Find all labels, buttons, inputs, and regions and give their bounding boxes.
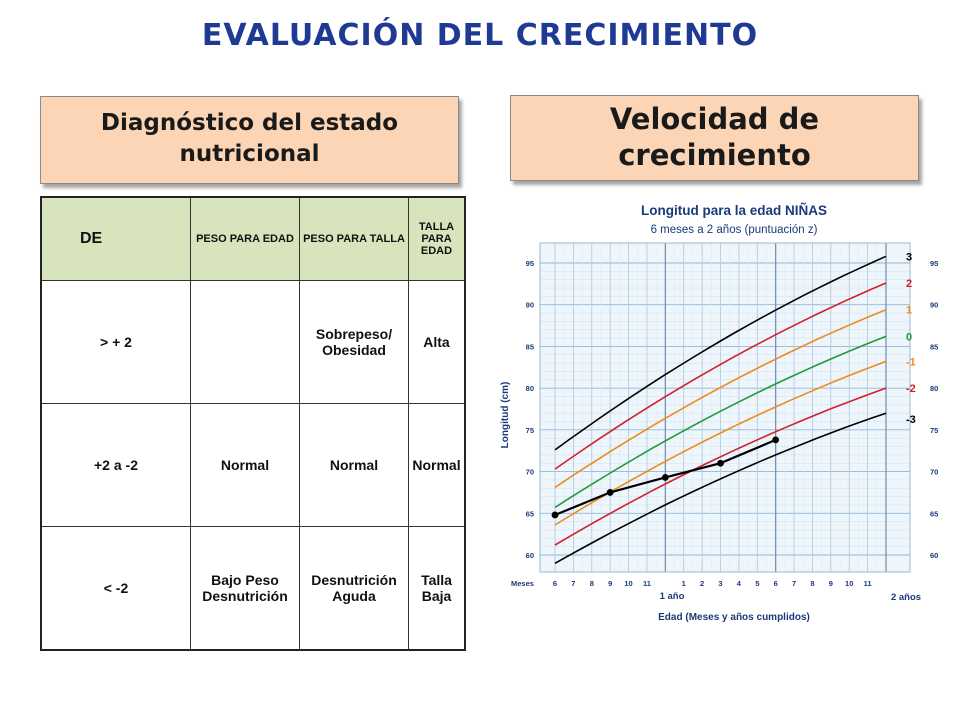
- table-cell-weight-for-height: Desnutrición Aguda: [299, 526, 409, 651]
- x-tick-label: 9: [829, 579, 833, 588]
- x-tick-label: 10: [624, 579, 632, 588]
- table-cell-weight-for-age: Normal: [190, 403, 300, 527]
- x-tick-label: 11: [864, 579, 872, 588]
- y-tick-label-right: 90: [930, 301, 938, 310]
- zscore-curve-3: [554, 255, 887, 451]
- growth-velocity-header-label: Velocidad de crecimiento: [609, 102, 820, 172]
- patient-point: [717, 459, 724, 467]
- growth-velocity-header: Velocidad de crecimiento: [510, 95, 919, 181]
- y-tick-label-left: 75: [526, 426, 534, 435]
- zscore-label: 2: [906, 278, 912, 290]
- page-title: EVALUACIÓN DEL CRECIMIENTO: [201, 18, 759, 53]
- table-cell-weight-for-height: Sobrepeso/ Obesidad: [299, 280, 409, 404]
- table-header-row: DE PESO PARA EDAD PESO PARA TALLA TALLA …: [40, 196, 466, 281]
- patient-growth-line: [551, 436, 780, 519]
- table-cell-weight-for-age: Bajo Peso Desnutrición: [190, 526, 300, 651]
- patient-point: [661, 474, 669, 481]
- zscore-label: 0: [906, 331, 912, 343]
- x-tick-label: 4: [737, 579, 742, 588]
- zscore-curve--2: [554, 387, 887, 546]
- table-cell-weight-for-age: [190, 280, 300, 404]
- x-tick-label: 1: [682, 579, 686, 588]
- zscore-labels: 3 2 1 0 -1 -2 -3: [906, 251, 916, 426]
- table-cell-de: < -2: [40, 526, 191, 651]
- y-tick-label-right: 85: [930, 342, 938, 351]
- y-tick-label-left: 95: [526, 259, 534, 268]
- patient-point: [551, 511, 559, 519]
- y-tick-label-left: 70: [526, 468, 534, 477]
- y-tick-label-right: 70: [930, 468, 938, 477]
- patient-point: [606, 489, 614, 496]
- x-tick-label: 5: [755, 579, 759, 588]
- plot-background: [540, 243, 910, 572]
- table-cell-height-for-age: Alta: [408, 280, 466, 404]
- x-axis-label: Edad (Meses y años cumplidos): [658, 612, 810, 623]
- table-cell-height-for-age: Normal: [408, 403, 466, 527]
- zscore-label: -1: [906, 356, 916, 368]
- y-tick-label-right: 65: [930, 509, 938, 518]
- y-tick-label-right: 80: [930, 384, 938, 393]
- nutritional-diagnosis-header: Diagnóstico del estado nutricional: [40, 96, 459, 184]
- x-tick-label: 2: [700, 579, 704, 588]
- y-tick-label-right: 95: [930, 259, 938, 268]
- x-axis-ticks: 6 7 8 9 10 11 1 2 3 4 5 6 7 8 9 10 11: [553, 579, 872, 588]
- zscore-label: 3: [906, 251, 912, 263]
- zscore-curve-1: [554, 308, 887, 489]
- table-header-weight-for-age: PESO PARA EDAD: [190, 196, 300, 281]
- table-cell-de: > + 2: [40, 280, 191, 404]
- x-tick-label: 6: [774, 579, 778, 588]
- x-unit-label: Meses: [511, 579, 534, 588]
- x-tick-label: 6: [553, 579, 557, 588]
- zscore-label: -3: [906, 414, 916, 426]
- plot-area: [540, 243, 910, 572]
- x-major-label-2: 2 años: [891, 592, 921, 603]
- x-tick-label: 7: [792, 579, 796, 588]
- zscore-curve-2: [554, 282, 887, 470]
- y-tick-label-left: 90: [526, 301, 534, 310]
- x-tick-label: 8: [590, 579, 594, 588]
- x-tick-label: 7: [571, 579, 575, 588]
- zscore-label: -2: [906, 383, 916, 395]
- x-tick-label: 9: [608, 579, 612, 588]
- table-header-weight-for-height: PESO PARA TALLA: [299, 196, 409, 281]
- chart-title: Longitud para la edad NIÑAS: [641, 203, 827, 218]
- x-tick-label: 11: [643, 579, 651, 588]
- table-row: < -2 Bajo Peso Desnutrición Desnutrición…: [40, 526, 466, 651]
- zscore-curve-0: [554, 335, 887, 509]
- y-tick-label-right: 60: [930, 551, 938, 560]
- table-header-height-for-age: TALLA PARA EDAD: [408, 196, 466, 281]
- y-tick-label-left: 80: [526, 384, 534, 393]
- y-tick-label-left: 65: [526, 509, 534, 518]
- y-tick-label-right: 75: [930, 426, 938, 435]
- table-cell-de: +2 a -2: [40, 403, 191, 527]
- x-tick-label: 3: [718, 579, 722, 588]
- nutritional-diagnosis-table: DE PESO PARA EDAD PESO PARA TALLA TALLA …: [40, 196, 466, 651]
- zscore-label: 1: [906, 305, 912, 317]
- table-cell-weight-for-height: Normal: [299, 403, 409, 527]
- y-tick-label-left: 60: [526, 551, 534, 560]
- table-row: > + 2 Sobrepeso/ Obesidad Alta: [40, 280, 466, 404]
- chart-subtitle: 6 meses a 2 años (puntuación z): [651, 224, 818, 236]
- x-tick-label: 10: [845, 579, 853, 588]
- x-major-label-1: 1 año: [660, 591, 685, 602]
- table-row: +2 a -2 Normal Normal Normal: [40, 403, 466, 527]
- y-axis-ticks: 60 60 65 65 70 70 75 75 80 80 85 85 90 90 95 95: [526, 259, 939, 560]
- table-header-de: DE: [40, 196, 191, 281]
- plot-border: [539, 242, 911, 573]
- patient-point: [772, 436, 780, 444]
- table-cell-height-for-age: Talla Baja: [408, 526, 466, 651]
- length-for-age-chart: Longitud para la edad NIÑAS 6 meses a 2 …: [500, 203, 939, 623]
- zscore-curves: [554, 255, 887, 564]
- zscore-curve--3: [554, 412, 887, 564]
- y-axis-label: Longitud (cm): [500, 382, 511, 449]
- y-tick-label-left: 85: [526, 342, 534, 351]
- nutritional-diagnosis-header-label: Diagnóstico del estado nutricional: [100, 110, 399, 167]
- x-tick-label: 8: [810, 579, 814, 588]
